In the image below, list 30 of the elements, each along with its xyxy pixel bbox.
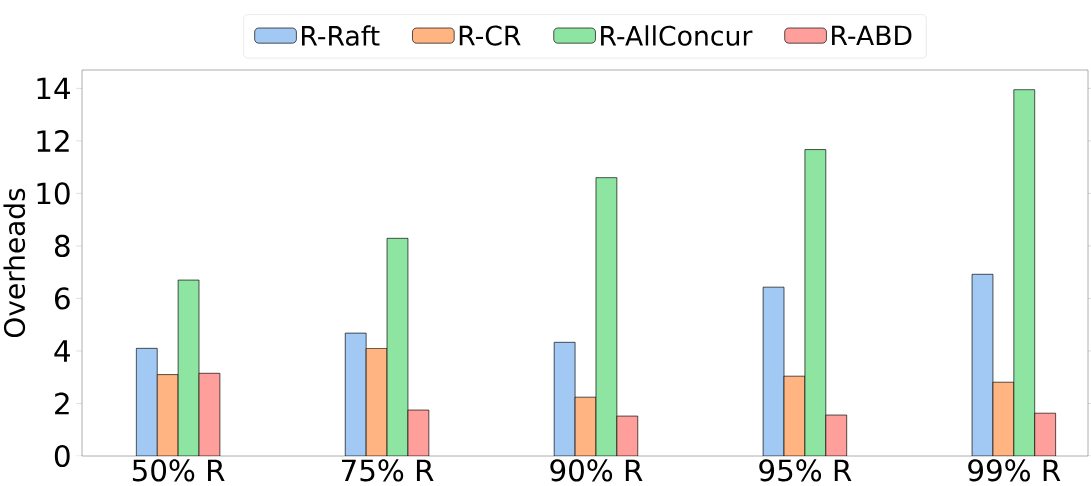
x-tick-label: 99% R (968, 459, 1061, 482)
bar (1013, 89, 1036, 456)
bar (177, 279, 200, 456)
bar (971, 273, 994, 456)
y-tick-label: 8 (54, 234, 70, 258)
y-tick-label: 2 (55, 392, 69, 415)
bar (135, 348, 158, 456)
x-tick-label: 90% R (550, 459, 643, 482)
y-tick-label: 14 (37, 77, 70, 100)
bar (553, 341, 576, 456)
x-tick-label: 95% R (759, 459, 852, 482)
legend-label: R-CR (459, 25, 521, 46)
bar (344, 332, 367, 456)
y-tick-label: 10 (37, 182, 70, 205)
bar (386, 237, 409, 456)
bar (804, 149, 827, 456)
y-tick-label: 0 (54, 444, 70, 468)
y-tick-label: 4 (54, 340, 70, 362)
legend-label: R-AllConcur (601, 25, 753, 46)
bar (762, 286, 785, 456)
legend-label: R-ABD (832, 25, 912, 46)
x-tick-label: 75% R (342, 459, 434, 482)
bar (825, 414, 848, 456)
x-tick-label: 50% R (132, 459, 225, 482)
bar (1034, 412, 1056, 456)
bar (595, 177, 618, 456)
y-tick-label: 12 (37, 130, 69, 152)
y-axis-title: Overheads (3, 188, 26, 338)
legend-label: R-Raft (302, 25, 380, 46)
y-tick-label: 6 (54, 287, 70, 310)
